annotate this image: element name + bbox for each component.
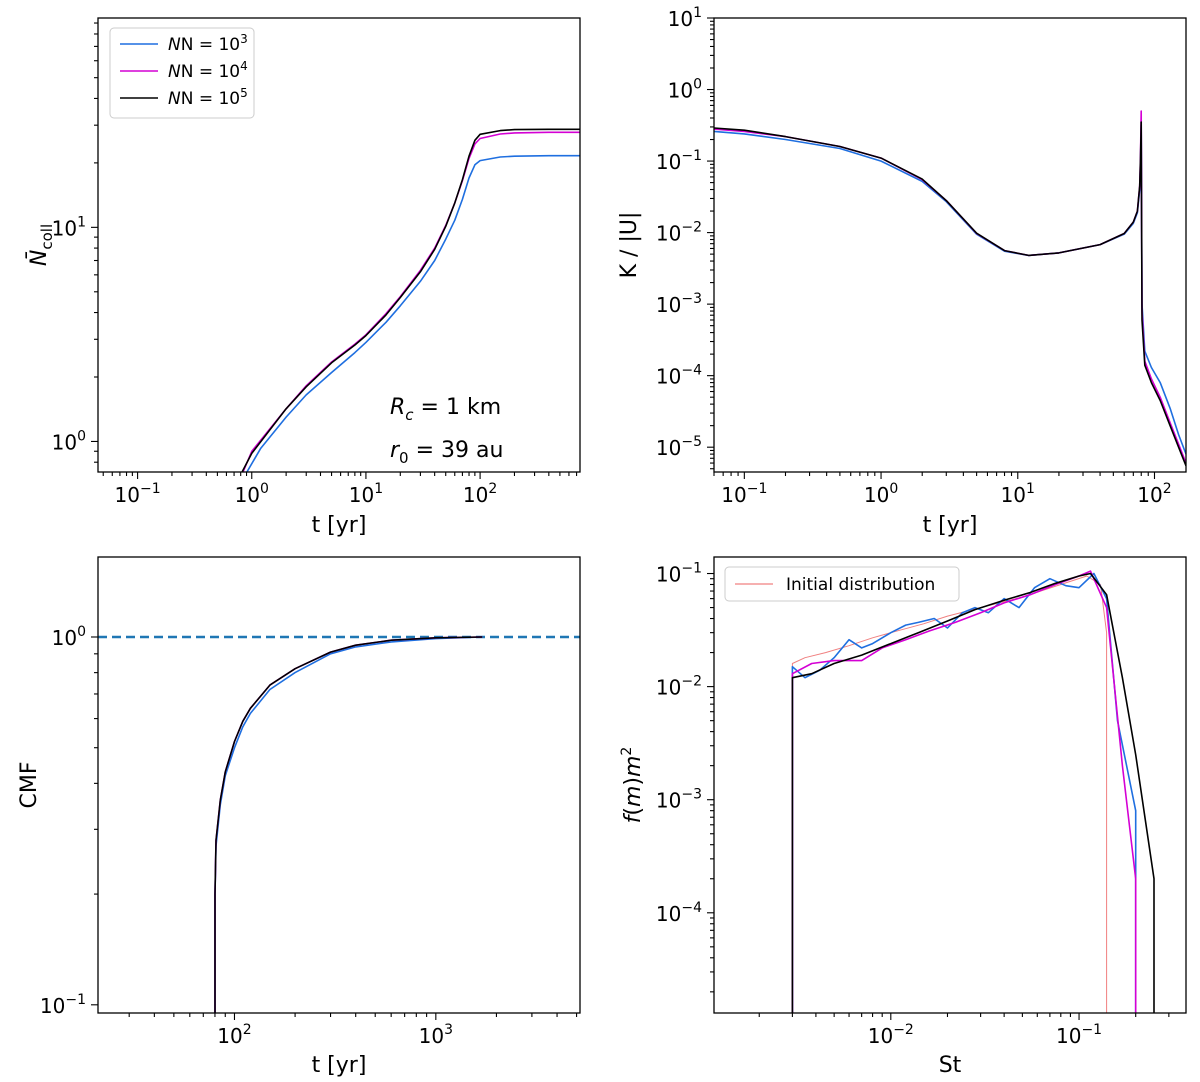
mass-distribution-series-line-4 (791, 572, 1155, 1013)
panel-ncoll: t [yr] N̄coll NN = 103 NN = 104 NN = 105… (26, 17, 581, 538)
cmf-series-line-3 (214, 636, 483, 1013)
ncoll-legend: NN = 103 NN = 104 NN = 105 (109, 27, 255, 119)
cmf-y-tick-label: 10−1 (40, 992, 86, 1018)
mass-distribution-series-group (791, 570, 1155, 1013)
mass-distribution-ticks (707, 572, 1170, 1020)
cmf-series-group (98, 635, 580, 1013)
ncoll-ticks (91, 22, 578, 479)
cmf-y-label: CMF (17, 762, 42, 809)
kinetic-ratio-y-tick-label: 101 (668, 5, 702, 31)
panel-kinetic-ratio: t [yr] K / |U| 10−1 100 101 102 10−5 10−4 10−3… (617, 5, 1187, 538)
kinetic-ratio-y-tick-label: 10−2 (656, 220, 702, 246)
ncoll-x-tick-label: 101 (349, 481, 383, 507)
ncoll-legend-entry: NN = 105 (120, 86, 248, 109)
cmf-x-tick-label: 102 (217, 1022, 251, 1048)
kinetic-ratio-series-group (714, 110, 1186, 467)
kinetic-ratio-ticks (707, 17, 1156, 479)
mass-legend-label: Initial distribution (786, 575, 935, 595)
kinetic-ratio-x-tick-label: 101 (1001, 481, 1035, 507)
kinetic-ratio-y-tick-label: 10−1 (656, 148, 702, 174)
kinetic-ratio-y-tick-label: 100 (668, 77, 702, 103)
cmf-plot-frame (97, 556, 581, 1014)
panel-cmf: t [yr] CMF 102 103 10−1 100 (17, 556, 581, 1078)
svg-text:NN = 103: NN = 103 (168, 32, 248, 55)
kinetic-ratio-y-tick-label: 10−5 (656, 434, 702, 460)
mass-legend-box (724, 566, 960, 602)
ncoll-y-tick-label: 101 (52, 214, 86, 240)
ncoll-legend-box (109, 27, 255, 119)
svg-text:NN = 105: NN = 105 (168, 86, 248, 109)
ncoll-series-group (241, 128, 580, 472)
mass-y-label: f(m)m2 (619, 747, 646, 824)
kinetic-ratio-x-tick-label: 102 (1137, 481, 1171, 507)
kinetic-ratio-y-tick-label: 10−4 (656, 363, 702, 389)
kinetic-ratio-x-tick-label: 100 (864, 481, 898, 507)
ncoll-legend-label: N = 10 (181, 62, 240, 82)
mass-plot-frame (713, 556, 1187, 1014)
panel-mass-distribution: St f(m)m2 Initial distribution 10−2 10−1 1… (619, 556, 1187, 1078)
mass-distribution-y-tick-label: 10−2 (656, 674, 702, 700)
ncoll-annotation-r0: r0 = 39 au (390, 438, 503, 467)
ncoll-legend-entry: NN = 103 (120, 32, 248, 55)
ncoll-legend-entry: NN = 104 (120, 59, 248, 82)
ncoll-legend-exp: 3 (240, 32, 248, 46)
kinetic-x-label: t [yr] (923, 513, 978, 538)
mass-distribution-series-line-2 (791, 572, 1137, 1013)
ncoll-legend-exp: 4 (240, 59, 248, 73)
ncoll-plot-frame (97, 17, 581, 473)
mass-x-label: St (939, 1053, 962, 1078)
kinetic-plot-frame (713, 17, 1187, 473)
ncoll-legend-label: N = 10 (181, 35, 240, 55)
ncoll-annotation-rc: Rc = 1 km (390, 395, 501, 424)
mass-distribution-y-tick-label: 10−4 (656, 900, 702, 926)
mass-legend: Initial distribution (724, 566, 960, 602)
mass-distribution-x-tick-label: 10−2 (868, 1022, 914, 1048)
ncoll-series-line-3 (241, 128, 580, 472)
ncoll-y-label: N̄coll (26, 224, 56, 266)
ncoll-x-tick-label: 102 (463, 481, 497, 507)
ncoll-x-tick-label: 10−1 (115, 481, 161, 507)
ncoll-legend-label: N = 10 (181, 89, 240, 109)
kinetic-ratio-y-tick-label: 10−3 (656, 291, 702, 317)
kinetic-ratio-series-line-3 (714, 121, 1186, 467)
svg-text:NN = 104: NN = 104 (168, 59, 248, 82)
kinetic-y-label: K / |U| (617, 212, 642, 279)
mass-distribution-y-tick-label: 10−1 (656, 561, 702, 587)
ncoll-x-tick-label: 100 (235, 481, 269, 507)
mass-distribution-y-tick-label: 10−3 (656, 787, 702, 813)
cmf-y-tick-label: 100 (52, 624, 86, 650)
cmf-x-label: t [yr] (312, 1053, 367, 1078)
ncoll-legend-exp: 5 (240, 86, 248, 100)
mass-distribution-x-tick-label: 10−1 (1056, 1022, 1102, 1048)
kinetic-ratio-x-tick-label: 10−1 (721, 481, 767, 507)
ncoll-x-label: t [yr] (312, 513, 367, 538)
cmf-x-tick-label: 103 (419, 1022, 453, 1048)
mass-distribution-series-line-3 (791, 570, 1137, 1013)
cmf-ticks (91, 636, 578, 1020)
ncoll-series-line-1 (245, 154, 580, 472)
ncoll-y-tick-label: 100 (52, 428, 86, 454)
svg-text:N̄coll: N̄coll (26, 224, 56, 266)
